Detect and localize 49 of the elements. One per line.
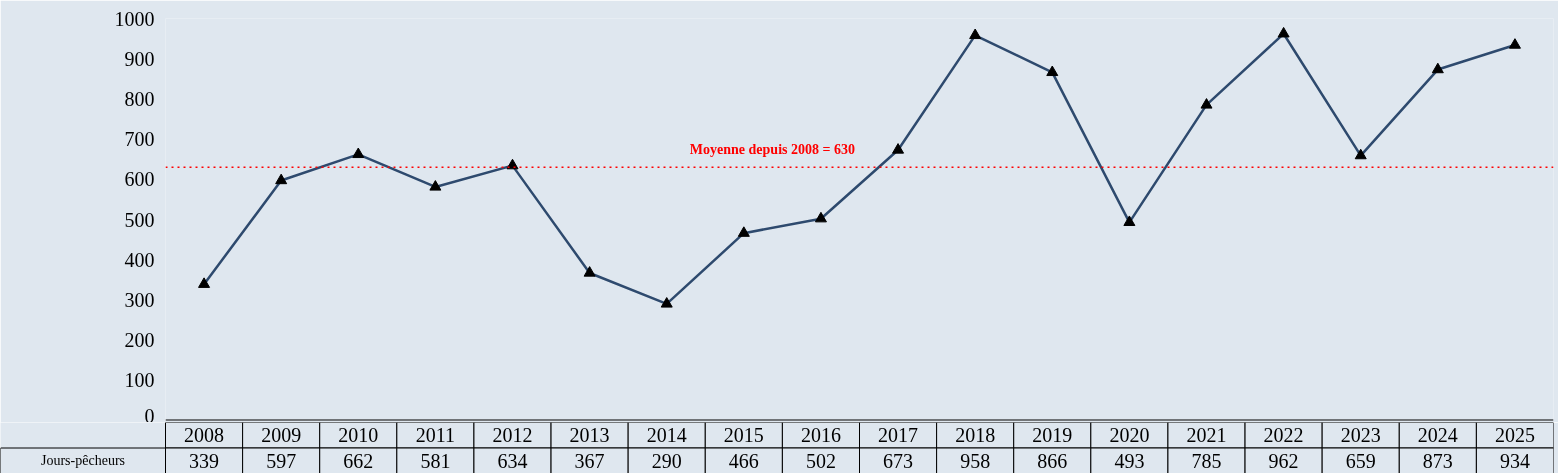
y-tick-label: 200 [124,329,155,352]
x-tick-label: 2024 [1417,424,1458,447]
data-label: 873 [1422,449,1453,472]
x-tick-label: 2008 [184,424,225,447]
data-label: 581 [420,449,451,472]
x-tick-label: 2025 [1494,424,1535,447]
y-tick-label: 400 [124,248,155,271]
x-tick-label: 2017 [878,424,919,447]
data-label: 662 [343,449,374,472]
data-label: 493 [1114,449,1145,472]
y-tick-label: 100 [124,369,155,392]
data-label: 673 [883,449,914,472]
x-tick-label: 2012 [492,424,533,447]
y-tick-label: 500 [124,208,155,231]
x-tick-label: 2019 [1032,424,1073,447]
data-label: 339 [189,449,220,472]
y-tick-label: 1000 [114,7,155,30]
data-label: 466 [728,449,759,472]
x-tick-label: 2010 [338,424,379,447]
y-tick-label: 600 [124,168,155,191]
x-tick-label: 2021 [1186,424,1227,447]
x-tick-label: 2015 [723,424,764,447]
data-label: 962 [1268,449,1299,472]
x-tick-label: 2018 [955,424,996,447]
x-tick-label: 2023 [1340,424,1381,447]
y-tick-label: 700 [124,128,155,151]
ref-line-label: Moyenne depuis 2008 = 630 [689,142,855,158]
data-label: 290 [651,449,682,472]
y-tick-label: 900 [124,47,155,70]
data-label: 367 [574,449,605,472]
text: Jours-pêcheurs [41,453,125,469]
x-tick-label: 2020 [1109,424,1150,447]
y-tick-label: 800 [124,87,155,110]
y-tick-label: 0 [144,404,155,427]
data-label: 502 [805,449,836,472]
data-label: 958 [960,449,991,472]
x-tick-label: 2009 [261,424,302,447]
data-label: 785 [1191,449,1222,472]
x-tick-label: 2011 [415,424,456,447]
y-tick-label: 300 [124,288,155,311]
data-label: 659 [1345,449,1376,472]
x-tick-label: 2014 [646,424,687,447]
x-tick-label: 2013 [569,424,610,447]
data-label: 634 [497,449,528,472]
data-label: 597 [266,449,297,472]
data-label: 866 [1037,449,1068,472]
x-tick-label: 2022 [1263,424,1304,447]
data-label: 934 [1499,449,1530,472]
x-tick-label: 2016 [800,424,841,447]
